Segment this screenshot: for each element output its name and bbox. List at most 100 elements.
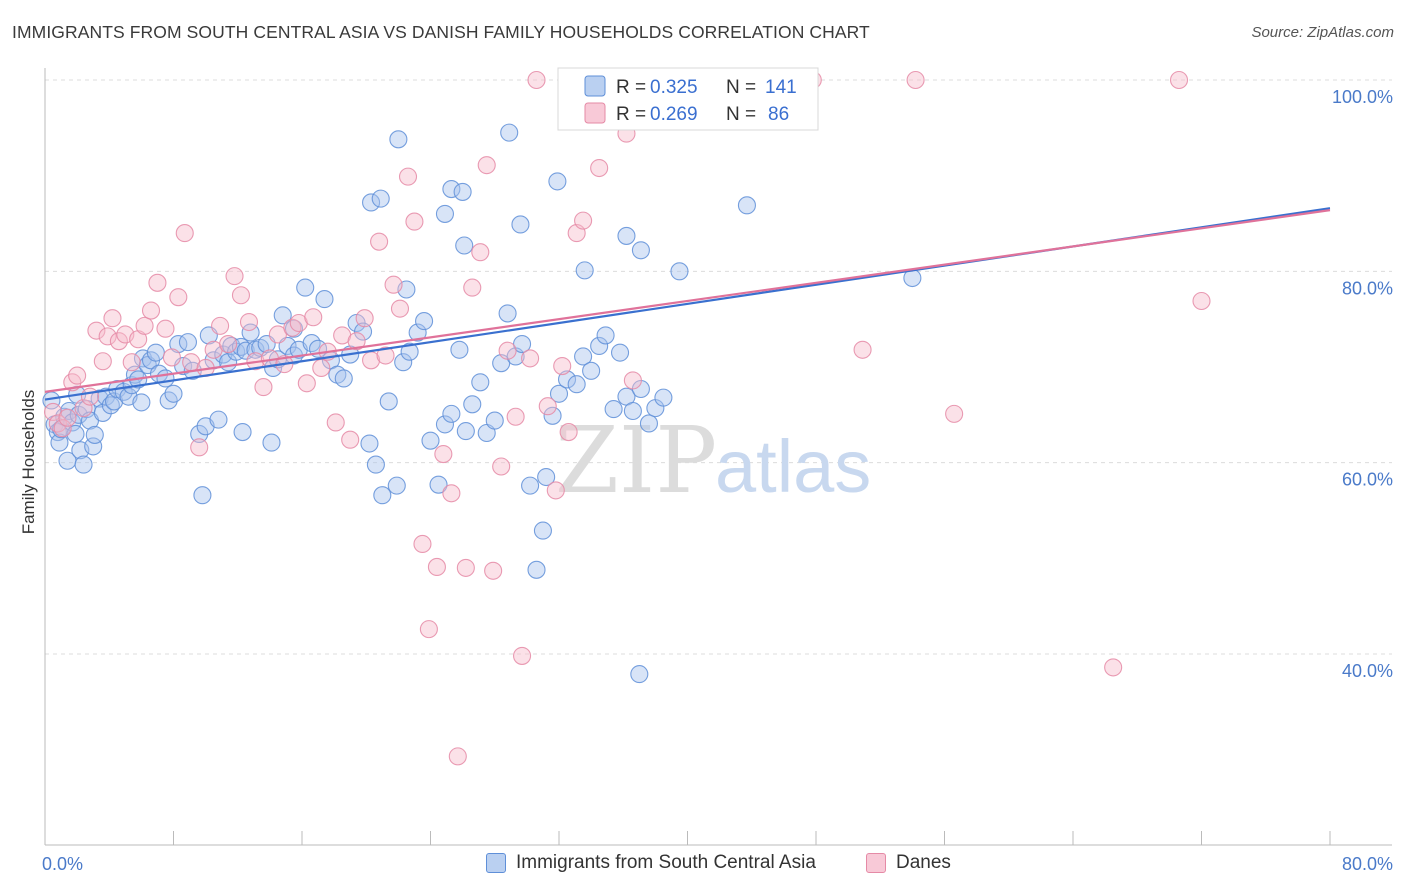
data-point-danes — [419, 620, 438, 639]
data-point-danes — [1104, 658, 1123, 677]
data-point-danes — [141, 301, 161, 320]
data-point-immigrants — [471, 373, 490, 392]
data-point-immigrants — [132, 393, 151, 412]
data-point-danes — [297, 374, 316, 393]
data-point-danes — [559, 423, 578, 442]
data-point-immigrants — [379, 392, 398, 411]
data-point-immigrants — [463, 395, 482, 414]
data-point-immigrants — [511, 215, 530, 234]
legend-pink-n-label: N = — [726, 104, 756, 125]
data-point-immigrants — [590, 336, 609, 356]
axes — [44, 68, 1392, 846]
data-point-immigrants — [450, 340, 469, 359]
data-point-immigrants — [527, 560, 546, 579]
data-point-danes — [211, 316, 230, 335]
bottom-legend-item-immigrants: Immigrants from South Central Asia — [486, 852, 816, 874]
data-point-immigrants — [190, 424, 209, 444]
data-point-immigrants — [296, 278, 315, 297]
data-point-immigrants — [442, 404, 461, 423]
data-point-danes — [574, 211, 593, 230]
data-point-danes — [122, 353, 141, 372]
data-point-immigrants — [654, 388, 673, 407]
data-point-immigrants — [421, 431, 440, 450]
data-point-immigrants — [537, 467, 556, 487]
data-point-danes — [304, 308, 323, 327]
y-tick-label: 60.0% — [1342, 470, 1393, 490]
data-point-immigrants — [262, 433, 281, 452]
data-point-immigrants — [429, 475, 448, 494]
data-point-immigrants — [74, 455, 93, 474]
data-point-danes — [169, 288, 188, 307]
data-point-danes — [553, 356, 572, 376]
series-immigrants-points — [42, 102, 922, 684]
bottom-legend-swatch-blue — [486, 853, 506, 873]
data-point-immigrants — [164, 384, 183, 403]
bottom-legend-label-immigrants: Immigrants from South Central Asia — [516, 852, 816, 873]
data-point-immigrants — [610, 343, 630, 362]
watermark-zip: ZIP — [555, 407, 717, 514]
data-point-immigrants — [373, 486, 392, 505]
data-point-danes — [58, 408, 77, 427]
data-point-danes — [521, 349, 540, 368]
data-point-danes — [109, 332, 128, 351]
data-point-danes — [190, 438, 209, 457]
data-point-immigrants — [435, 204, 455, 223]
data-point-danes — [906, 70, 925, 90]
data-point-immigrants — [334, 369, 353, 388]
data-point-danes — [376, 346, 395, 365]
data-point-danes — [498, 341, 517, 360]
data-point-danes — [225, 267, 244, 286]
data-point-danes — [239, 312, 259, 332]
data-point-danes — [219, 334, 238, 354]
data-point-immigrants — [548, 172, 567, 191]
data-point-danes — [492, 457, 511, 476]
data-point-immigrants — [394, 353, 413, 372]
data-point-immigrants — [521, 476, 540, 495]
data-point-immigrants — [455, 236, 474, 255]
data-point-danes — [74, 399, 93, 418]
data-point-danes — [471, 243, 490, 262]
data-point-immigrants — [737, 196, 756, 215]
legend-blue-r-value: 0.325 — [650, 77, 698, 98]
data-point-immigrants — [435, 415, 455, 434]
data-point-danes — [477, 156, 496, 175]
bottom-legend-label-danes: Danes — [896, 852, 951, 873]
data-point-danes — [413, 534, 432, 554]
data-point-danes — [87, 321, 106, 340]
data-point-immigrants — [389, 130, 408, 149]
data-point-danes — [254, 378, 273, 397]
y-tick-label: 80.0% — [1342, 278, 1393, 298]
trend-lines — [44, 207, 1331, 401]
x-tick-label: 0.0% — [42, 854, 83, 874]
data-point-danes — [148, 273, 167, 292]
data-point-immigrants — [498, 304, 517, 323]
data-point-danes — [93, 352, 112, 371]
data-point-danes — [853, 340, 872, 359]
data-point-immigrants — [631, 241, 650, 260]
legend-blue-n-value: 141 — [765, 77, 797, 98]
bottom-legend: Immigrants from South Central Asia Danes — [0, 852, 1406, 878]
data-point-immigrants — [575, 261, 594, 280]
data-point-danes — [231, 286, 251, 305]
data-point-danes — [463, 278, 482, 297]
data-point-immigrants — [604, 400, 623, 419]
y-tick-label: 40.0% — [1342, 661, 1393, 681]
data-point-danes — [427, 557, 446, 576]
data-point-immigrants — [371, 189, 390, 208]
data-point-danes — [68, 366, 87, 385]
legend-blue-n-label: N = — [726, 77, 756, 98]
data-point-immigrants — [442, 180, 461, 199]
data-point-danes — [538, 397, 557, 416]
data-point-danes — [1192, 291, 1211, 311]
data-point-danes — [384, 275, 403, 294]
data-point-immigrants — [639, 414, 659, 433]
legend-pink-r-label: R = — [616, 104, 646, 125]
data-point-danes — [590, 158, 609, 178]
data-point-immigrants — [582, 361, 601, 380]
data-point-danes — [405, 212, 424, 231]
data-point-danes — [506, 407, 525, 426]
data-point-immigrants — [366, 455, 385, 474]
grid-lines — [45, 79, 1392, 655]
data-point-immigrants — [273, 306, 292, 325]
